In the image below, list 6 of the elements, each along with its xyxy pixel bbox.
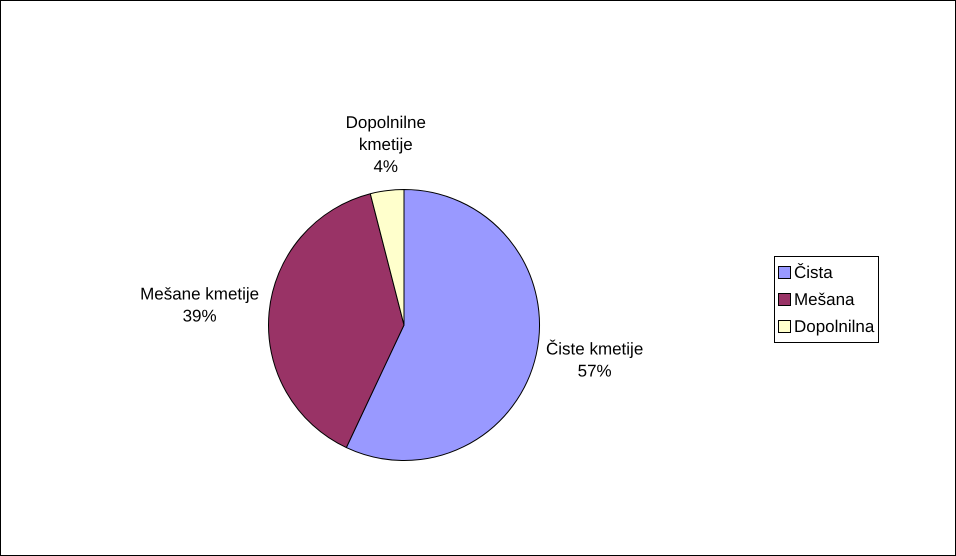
data-label: Dopolnilne kmetije 4% (346, 112, 426, 176)
legend-label: Čista (794, 262, 833, 282)
legend-label: Dopolnilna (794, 316, 874, 336)
legend-label: Mešana (794, 290, 854, 310)
data-label: Čiste kmetije 57% (546, 339, 644, 380)
data-label: Mešane kmetije 39% (140, 284, 260, 326)
